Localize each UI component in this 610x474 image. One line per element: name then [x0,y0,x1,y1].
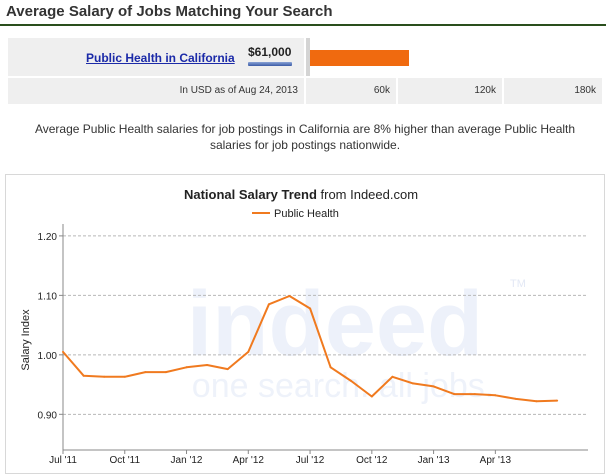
data-point [62,350,64,353]
data-point [535,400,538,403]
y-tick-label: 1.00 [38,351,58,362]
data-point [206,364,209,366]
data-point [473,393,476,396]
data-point [185,366,188,369]
salary-comparison-text: Average Public Health salaries for job p… [0,121,610,153]
scale-tick-60k: 60k [373,85,390,96]
data-point [350,380,353,382]
salary-box: Public Health in California $61,000 In U… [5,35,605,107]
y-axis-label: Salary Index [20,309,32,371]
data-point [494,394,497,397]
salary-bar-cell [306,38,602,76]
scale-tick-180k: 180k [574,85,596,96]
currency-note: In USD as of Aug 24, 2013 [179,85,298,96]
data-point [247,350,250,353]
legend-label: Public Health [274,208,339,220]
x-tick-label: Apr '13 [480,455,512,466]
data-point [144,371,147,374]
watermark-tm: TM [510,278,526,290]
x-tick-label: Jan '12 [171,455,203,466]
data-point [103,375,106,378]
scale-tick-120k: 120k [474,85,496,96]
data-point [329,366,332,369]
data-point [370,395,373,398]
watermark-tagline: one search. all jobs. [192,367,494,405]
page-title: Average Salary of Jobs Matching Your Sea… [6,3,333,20]
currency-note-cell: In USD as of Aug 24, 2013 [8,78,304,104]
data-point [453,393,456,396]
chart-frame [5,174,605,474]
data-point [309,307,312,310]
summary-line: salaries for job postings nationwide. [209,138,401,152]
salary-amount: $61,000 [248,45,292,59]
y-tick-label: 1.10 [38,291,58,302]
summary-line: Average Public Health salaries for job p… [34,122,576,136]
x-tick-label: Oct '12 [356,455,388,466]
x-tick-label: Jul '12 [296,455,325,466]
data-point [556,399,559,402]
data-point [226,368,229,371]
job-search-link[interactable]: Public Health in California [86,51,235,65]
x-tick-label: Apr '12 [233,455,265,466]
x-tick-label: Jul '11 [49,455,77,466]
x-tick-label: Oct '11 [109,455,140,466]
chart-title: National Salary Trend from Indeed.com [184,187,418,202]
data-point [267,303,270,306]
title-divider [0,24,606,26]
data-point [288,295,291,297]
salary-label-cell: Public Health in California $61,000 [8,38,304,76]
scale-tick-cell: 120k [398,78,502,104]
data-point [82,374,85,377]
data-point [391,375,394,378]
x-tick-label: Jan '13 [418,455,450,466]
scale-tick-cell: 60k [306,78,396,104]
data-point [123,375,126,378]
data-point [164,371,167,374]
data-point [412,382,414,385]
data-point [432,385,435,388]
y-tick-label: 1.20 [38,232,58,243]
data-point [514,397,517,400]
watermark-logo: indeed [187,273,483,375]
salary-mini-bar [248,62,292,66]
y-tick-label: 0.90 [38,410,58,421]
scale-tick-cell: 180k [504,78,602,104]
salary-bar [310,50,409,66]
salary-bar-track [306,38,310,76]
